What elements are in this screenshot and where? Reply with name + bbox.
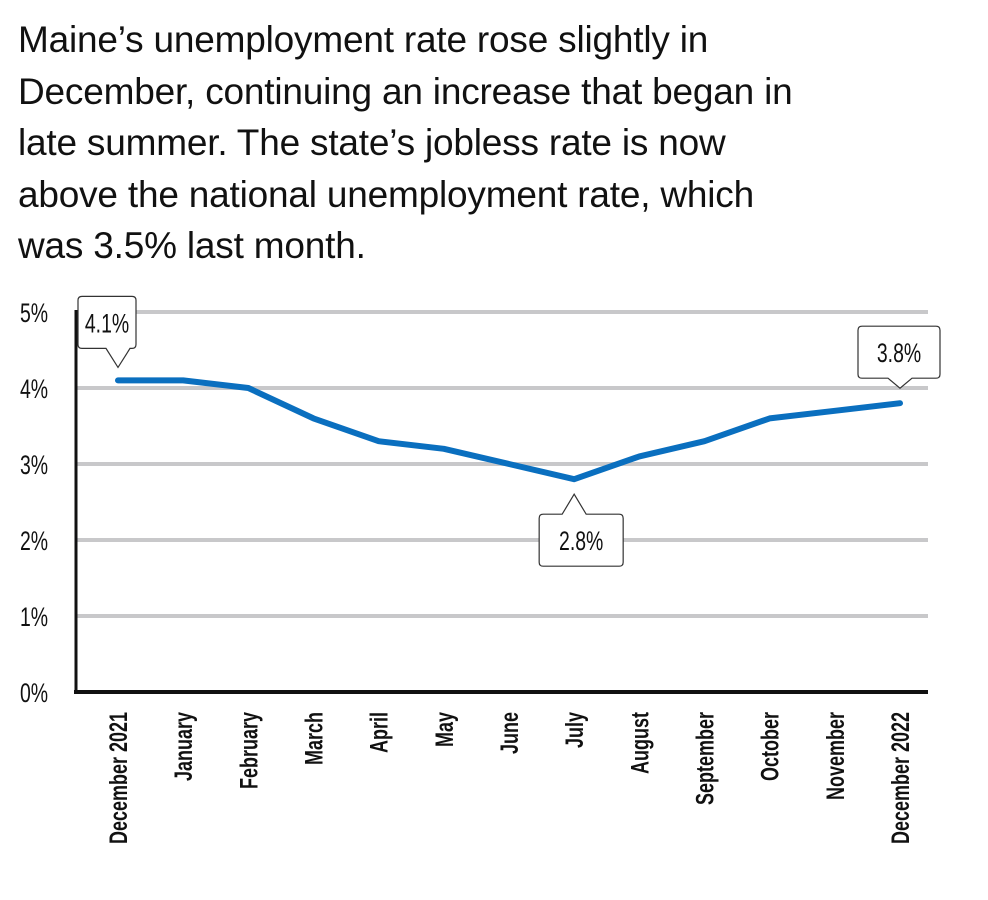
y-tick-label: 5% xyxy=(20,298,48,328)
callout-box xyxy=(857,325,941,389)
x-tick-label: December 2022 xyxy=(886,712,915,844)
description-line: Maine’s unemployment rate rose slightly … xyxy=(18,19,709,60)
x-tick-label: December 2021 xyxy=(104,712,133,844)
callout-box xyxy=(538,493,624,567)
x-tick-label: April xyxy=(365,712,394,753)
x-tick-label: March xyxy=(300,712,329,765)
x-tick-label: January xyxy=(169,712,198,781)
y-tick-label: 1% xyxy=(20,602,48,632)
y-tick-label: 3% xyxy=(20,450,48,480)
description-line: December, continuing an increase that be… xyxy=(18,70,793,112)
description-line: above the national unemployment rate, wh… xyxy=(18,173,754,215)
chart-description: Maine’s unemployment rate rose slightly … xyxy=(18,14,793,272)
x-tick-label: September xyxy=(691,712,720,805)
data-line xyxy=(115,377,903,483)
x-tick-label: November xyxy=(821,712,850,800)
x-tick-label: August xyxy=(625,712,654,774)
description-line: was 3.5% last month. xyxy=(18,225,366,266)
x-tick-label: July xyxy=(560,712,589,748)
x-tick-label: May xyxy=(430,712,459,747)
callout-label: 4.1% xyxy=(85,308,129,338)
y-tick-label: 4% xyxy=(20,374,48,404)
description-line: late summer. The state’s jobless rate is… xyxy=(18,122,726,163)
callout-label: 2.8% xyxy=(559,526,603,556)
callout-label: 3.8% xyxy=(877,338,921,368)
y-tick-label: 2% xyxy=(20,526,48,556)
x-tick-label: October xyxy=(756,712,785,781)
x-tick-label: June xyxy=(495,712,524,754)
y-tick-label: 0% xyxy=(20,678,48,708)
callout-box xyxy=(77,295,137,369)
x-tick-label: February xyxy=(234,712,263,789)
